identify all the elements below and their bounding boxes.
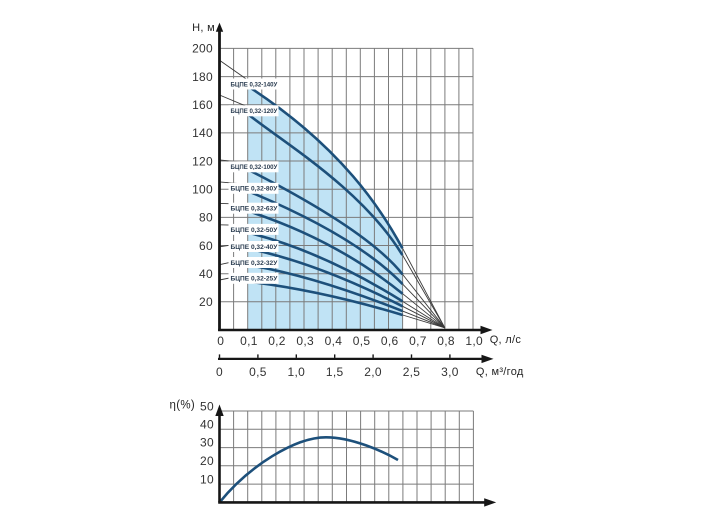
svg-text:1,0: 1,0	[288, 365, 306, 379]
svg-text:1,5: 1,5	[326, 365, 344, 379]
svg-text:2,0: 2,0	[364, 365, 382, 379]
svg-text:20: 20	[199, 295, 213, 309]
svg-text:100: 100	[192, 183, 213, 197]
svg-text:БЦПЕ 0,32-25У: БЦПЕ 0,32-25У	[231, 276, 279, 283]
svg-text:160: 160	[192, 98, 213, 112]
svg-text:40: 40	[199, 267, 213, 281]
svg-text:0,8: 0,8	[437, 334, 455, 348]
svg-text:50: 50	[200, 400, 214, 414]
svg-text:БЦПЕ 0,32-50У: БЦПЕ 0,32-50У	[231, 227, 279, 234]
svg-text:БЦПЕ 0,32-32У: БЦПЕ 0,32-32У	[231, 260, 279, 267]
svg-text:1,0: 1,0	[465, 334, 483, 348]
svg-text:БЦПЕ 0,32-140У: БЦПЕ 0,32-140У	[231, 81, 279, 88]
svg-text:0,4: 0,4	[325, 334, 343, 348]
svg-text:0: 0	[217, 334, 224, 348]
svg-text:3,0: 3,0	[441, 365, 459, 379]
svg-text:0,2: 0,2	[268, 334, 286, 348]
svg-text:40: 40	[200, 418, 214, 432]
svg-text:20: 20	[200, 454, 214, 468]
svg-text:2,5: 2,5	[403, 365, 421, 379]
svg-text:БЦПЕ 0,32-100У: БЦПЕ 0,32-100У	[231, 164, 279, 171]
svg-text:120: 120	[192, 154, 213, 168]
svg-text:Q, л/с: Q, л/с	[490, 334, 522, 346]
svg-text:0: 0	[216, 365, 223, 379]
svg-text:БЦПЕ 0,32-80У: БЦПЕ 0,32-80У	[231, 186, 279, 193]
svg-text:η(%): η(%)	[170, 399, 195, 411]
svg-text:0,1: 0,1	[240, 334, 258, 348]
svg-text:БЦПЕ 0,32-40У: БЦПЕ 0,32-40У	[231, 244, 279, 251]
svg-text:БЦПЕ 0,32-120У: БЦПЕ 0,32-120У	[231, 108, 279, 115]
svg-text:0,3: 0,3	[296, 334, 314, 348]
svg-text:30: 30	[200, 436, 214, 450]
svg-text:10: 10	[200, 472, 214, 486]
svg-text:80: 80	[199, 211, 213, 225]
svg-text:140: 140	[192, 126, 213, 140]
svg-text:180: 180	[192, 70, 213, 84]
svg-text:60: 60	[199, 239, 213, 253]
svg-text:БЦПЕ 0,32-63У: БЦПЕ 0,32-63У	[231, 206, 279, 213]
svg-text:0,6: 0,6	[381, 334, 399, 348]
svg-text:200: 200	[192, 42, 213, 56]
svg-text:0,5: 0,5	[353, 334, 371, 348]
svg-text:Q, м³/год: Q, м³/год	[476, 366, 524, 378]
svg-text:H, м: H, м	[192, 22, 215, 34]
svg-text:0,5: 0,5	[249, 365, 267, 379]
svg-text:0,7: 0,7	[409, 334, 427, 348]
